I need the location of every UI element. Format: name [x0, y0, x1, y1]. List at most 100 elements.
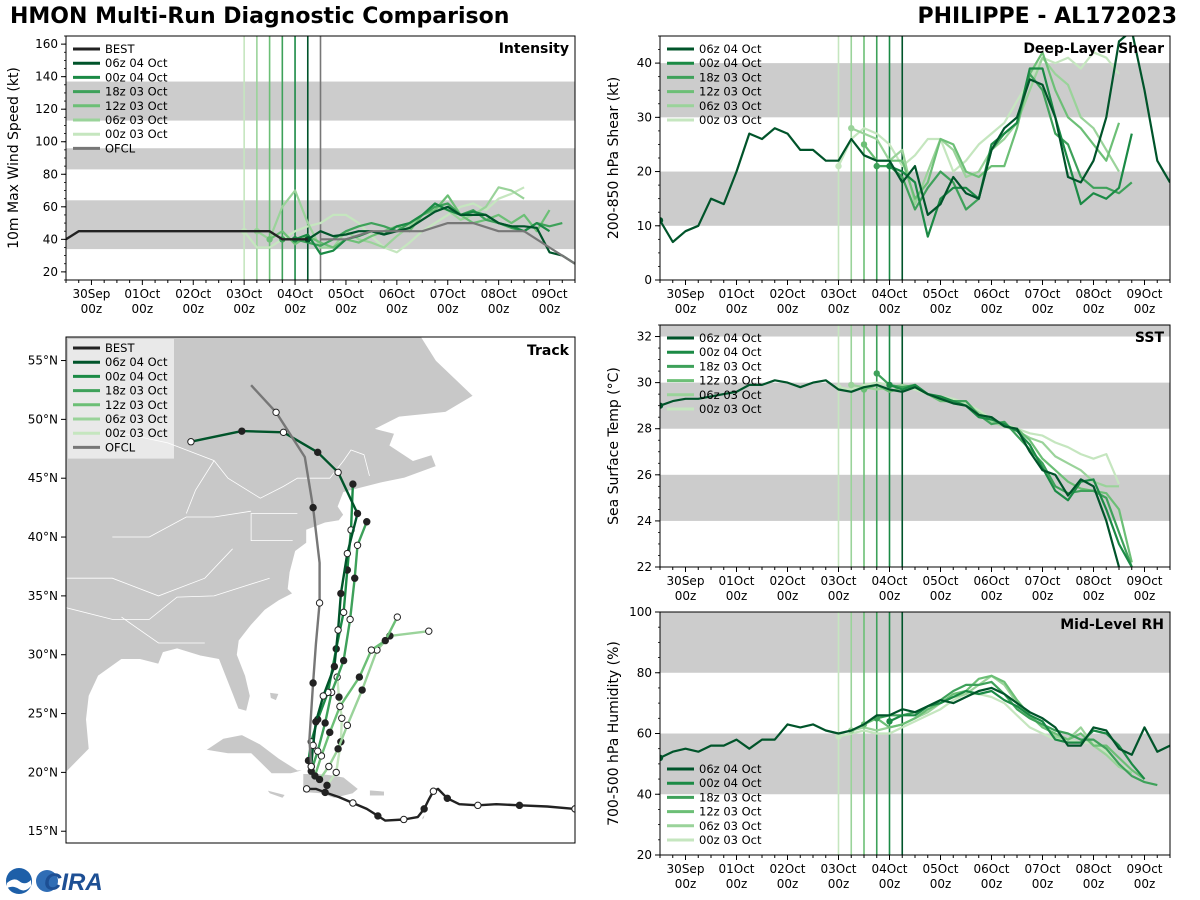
sst-ytick-label: 30: [637, 376, 652, 390]
intensity-xtick-label: 00z: [182, 302, 204, 316]
shear-xtick-label: 00z: [726, 302, 748, 316]
sst-init-marker: [848, 381, 855, 389]
sst-xtick-label: 04Oct: [871, 574, 907, 588]
page-title: HMON Multi-Run Diagnostic Comparison: [10, 4, 510, 29]
rh-panel-label: Mid-Level RH: [1060, 617, 1164, 633]
logo-text: CIRA: [44, 869, 103, 896]
track-point: [363, 518, 371, 526]
shear-xtick-label: 00z: [828, 302, 850, 316]
border-line: [112, 510, 252, 538]
sst-band-2: [660, 325, 1170, 337]
shear-panel: 30Sep00z01Oct00z02Oct00z03Oct00z04Oct00z…: [606, 35, 1171, 316]
sst-xtick-label: 00z: [777, 589, 799, 603]
intensity-ylabel: 10m Max Wind Speed (kt): [6, 67, 22, 249]
track-ytick-label: 25°N: [28, 707, 58, 721]
rh-init-marker: [835, 733, 842, 740]
intensity-xtick-label: 30Sep: [73, 287, 111, 301]
intensity-ytick-label: 40: [43, 232, 58, 246]
shear-xtick-label: 04Oct: [871, 287, 907, 301]
shear-series-06z-04-oct: [660, 36, 1170, 244]
shear-init-marker: [835, 162, 842, 170]
track-frame: [65, 336, 576, 844]
sst-xtick-label: 00z: [930, 589, 952, 603]
intensity-series-06z-03-oct: [256, 186, 525, 249]
sst-xtick-label: 00z: [1134, 589, 1156, 603]
shear-band-1: [660, 63, 1170, 118]
rh-band-1: [660, 612, 1170, 673]
sst-xtick-label: 00z: [828, 589, 850, 603]
intensity-xtick-label: 00z: [335, 302, 357, 316]
track-point: [353, 541, 362, 549]
track-point: [374, 812, 382, 820]
shear-xtick-label: 00z: [1083, 302, 1105, 316]
intensity-xtick-label: 00z: [233, 302, 255, 316]
track-point: [238, 427, 246, 435]
shear-xtick-label: 30Sep: [667, 287, 705, 301]
rh-xtick-label: 04Oct: [871, 862, 907, 876]
track-point: [358, 686, 366, 694]
track-point: [429, 787, 438, 795]
track-point: [321, 788, 329, 797]
shear-series-12z-03-oct: [863, 51, 1121, 200]
track-ytick-label: 15°N: [28, 824, 58, 838]
track-legend-label: 18z 03 Oct: [105, 384, 168, 398]
track-06z-04-oct: [190, 429, 359, 767]
sst-xtick-label: 00z: [981, 589, 1003, 603]
rh-xtick-label: 00z: [726, 877, 748, 891]
sst-xtick-label: 00z: [879, 589, 901, 603]
rh-xtick-label: 08Oct: [1075, 862, 1111, 876]
track-point: [330, 662, 339, 671]
rh-xtick-label: 01Oct: [718, 862, 754, 876]
intensity-legend-label: 00z 04 Oct: [105, 70, 168, 84]
intensity-legend-label: 12z 03 Oct: [105, 99, 168, 113]
shear-xtick-label: 00z: [777, 302, 799, 316]
shear-ylabel: 200-850 hPa Shear (kt): [606, 77, 622, 239]
sst-legend-label: 18z 03 Oct: [699, 359, 762, 373]
track-point: [346, 615, 354, 624]
shear-series-00z-04-oct: [889, 67, 1133, 238]
track-point: [349, 799, 357, 807]
track-point: [314, 747, 322, 755]
track-point: [323, 781, 331, 790]
intensity-legend-label: 00z 03 Oct: [105, 127, 168, 141]
intensity-xtick-label: 00z: [386, 302, 408, 316]
rh-ytick-label: 60: [637, 727, 652, 741]
shear-legend-label: 00z 04 Oct: [699, 56, 762, 70]
track-point: [393, 613, 402, 621]
shear-xtick-label: 06Oct: [973, 287, 1009, 301]
shear-series-00z-03-oct: [837, 51, 1120, 173]
track-point: [317, 752, 326, 760]
rh-init-marker: [660, 754, 664, 761]
track-ytick-label: 35°N: [28, 589, 58, 603]
land-mass: [369, 789, 385, 797]
sst-legend-label: 12z 03 Oct: [699, 374, 762, 388]
sst-xtick-label: 05Oct: [922, 574, 958, 588]
shear-panel-label: Deep-Layer Shear: [1023, 41, 1164, 57]
intensity-legend-label: 06z 03 Oct: [105, 113, 168, 127]
rh-ytick-label: 40: [637, 787, 652, 801]
intensity-xtick-label: 00z: [539, 302, 561, 316]
sst-xtick-label: 07Oct: [1024, 574, 1060, 588]
rh-xtick-label: 07Oct: [1024, 862, 1060, 876]
track-legend-label: 06z 04 Oct: [105, 355, 168, 369]
rh-xtick-label: 00z: [1032, 877, 1054, 891]
track-point: [343, 549, 352, 558]
track-point: [343, 721, 352, 730]
rh-legend-label: 06z 04 Oct: [699, 762, 762, 776]
track-point: [339, 608, 348, 617]
sst-ytick-label: 28: [637, 422, 652, 436]
sst-xtick-label: 00z: [726, 589, 748, 603]
shear-init-marker: [660, 217, 664, 224]
intensity-series-best: [66, 230, 308, 241]
border-line: [250, 513, 298, 541]
intensity-xtick-label: 05Oct: [328, 287, 364, 301]
track-legend-label: 00z 03 Oct: [105, 426, 168, 440]
intensity-xtick-label: 03Oct: [226, 287, 262, 301]
intensity-init-marker: [266, 236, 273, 243]
rh-xtick-label: 03Oct: [820, 862, 856, 876]
sst-init-marker: [886, 381, 893, 389]
sst-legend-label: 00z 03 Oct: [699, 402, 762, 416]
shear-legend-label: 00z 03 Oct: [699, 113, 762, 127]
rh-legend-label: 06z 03 Oct: [699, 819, 762, 833]
